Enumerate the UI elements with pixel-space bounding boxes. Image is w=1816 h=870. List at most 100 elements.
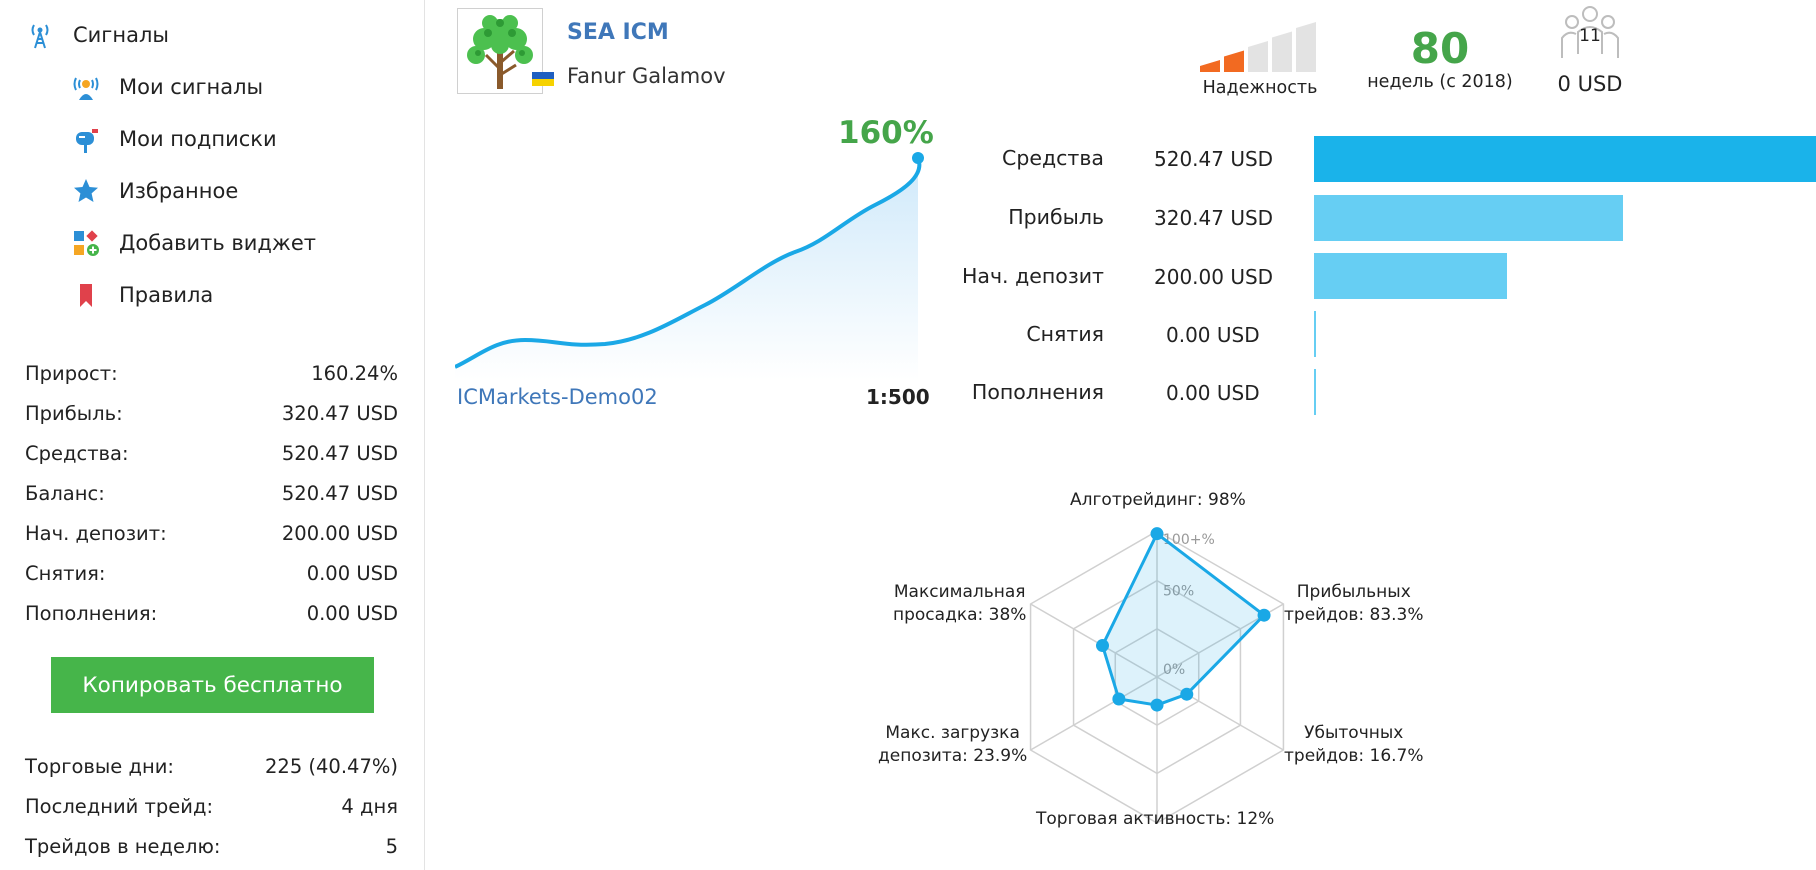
bar-withdrawals bbox=[1314, 311, 1316, 357]
stat-label: Баланс: bbox=[25, 482, 105, 505]
stat-value: 5 bbox=[385, 835, 398, 858]
nav-my-signals[interactable]: Мои сигналы bbox=[71, 72, 263, 102]
stat-value: 4 дня bbox=[341, 795, 398, 818]
stat-profit: Прибыль: 320.47 USD bbox=[25, 402, 398, 425]
radar-point bbox=[1096, 639, 1110, 653]
weeks-metric: 80 недель (с 2018) bbox=[1350, 24, 1530, 92]
nav-my-subscriptions[interactable]: Мои подписки bbox=[71, 124, 277, 154]
nav-label: Правила bbox=[119, 283, 214, 307]
nav-rules[interactable]: Правила bbox=[71, 280, 213, 310]
nav-label: Добавить виджет bbox=[119, 231, 316, 255]
radar-axis-line bbox=[1156, 676, 1284, 751]
subscribers-count: 11 bbox=[1579, 26, 1601, 46]
reliability-step bbox=[1296, 22, 1316, 72]
bar-initial-deposit bbox=[1314, 253, 1507, 299]
bar-deposits bbox=[1314, 369, 1316, 415]
stat-equity: Средства: 520.47 USD bbox=[25, 442, 398, 465]
reliability-step bbox=[1248, 41, 1268, 72]
widget-icon bbox=[71, 228, 101, 258]
bar-label-profit: Прибыль bbox=[1008, 205, 1104, 229]
bar-label-initial-deposit: Нач. депозит bbox=[961, 264, 1104, 288]
radar-label-max-deposit-load: Макс. загрузка депозита: 23.9% bbox=[878, 722, 1027, 768]
stat-label: Торговые дни: bbox=[25, 755, 174, 778]
radar-label-line: депозита: 23.9% bbox=[878, 746, 1028, 766]
radar-label-max-drawdown: Максимальная просадка: 38% bbox=[893, 581, 1026, 627]
nav-add-widget[interactable]: Добавить виджет bbox=[71, 228, 316, 258]
author-name[interactable]: Fanur Galamov bbox=[567, 64, 726, 88]
radar-label-line: Убыточных bbox=[1304, 723, 1404, 743]
radar-scale-label: 50% bbox=[1163, 584, 1194, 600]
radar-point bbox=[1180, 687, 1194, 701]
tree-logo-icon bbox=[467, 15, 533, 89]
nav-signals[interactable]: Сигналы bbox=[25, 20, 169, 50]
stat-label: Последний трейд: bbox=[25, 795, 214, 818]
bar-label-equity: Средства bbox=[1002, 146, 1104, 170]
broker-link[interactable]: ICMarkets-Demo02 bbox=[457, 385, 658, 409]
bar-value-equity: 520.47 USD bbox=[1154, 147, 1274, 171]
leverage-value: 1:500 bbox=[866, 385, 930, 409]
radar-point bbox=[1150, 527, 1164, 541]
stat-label: Пополнения: bbox=[25, 602, 158, 625]
radar-label-line: трейдов: 16.7% bbox=[1284, 746, 1424, 766]
radar-label-line: трейдов: 83.3% bbox=[1284, 605, 1424, 625]
reliability-step bbox=[1200, 60, 1220, 72]
radar-axis-line bbox=[1030, 676, 1158, 751]
radar-label-line: Макс. загрузка bbox=[885, 723, 1020, 743]
growth-chart bbox=[455, 152, 924, 380]
copy-free-button[interactable]: Копировать бесплатно bbox=[51, 657, 374, 713]
bar-value-initial-deposit: 200.00 USD bbox=[1154, 265, 1274, 289]
stat-deposits: Пополнения: 0.00 USD bbox=[25, 602, 398, 625]
stat-value: 320.47 USD bbox=[281, 402, 398, 425]
stat-value: 0.00 USD bbox=[306, 562, 398, 585]
my-signals-icon bbox=[71, 72, 101, 102]
stat-label: Трейдов в неделю: bbox=[25, 835, 221, 858]
signal-avatar[interactable] bbox=[457, 8, 543, 94]
radar-label-losing-trades: Убыточных трейдов: 16.7% bbox=[1284, 722, 1424, 768]
stat-label: Прирост: bbox=[25, 362, 118, 385]
bar-equity bbox=[1314, 136, 1816, 182]
weeks-value: 80 bbox=[1410, 24, 1470, 73]
signal-title[interactable]: SEA ICM bbox=[567, 20, 669, 45]
nav-label: Мои подписки bbox=[119, 127, 277, 151]
stat-label: Нач. депозит: bbox=[25, 522, 167, 545]
stat-label: Прибыль: bbox=[25, 402, 123, 425]
growth-area bbox=[455, 158, 920, 380]
bar-profit bbox=[1314, 195, 1624, 241]
stat-label: Снятия: bbox=[25, 562, 106, 585]
radar-label-line: просадка: 38% bbox=[893, 605, 1027, 625]
stat-balance: Баланс: 520.47 USD bbox=[25, 482, 398, 505]
radar-label-line: Алготрейдинг: 98% bbox=[1070, 490, 1246, 510]
nav-label: Мои сигналы bbox=[119, 75, 264, 99]
radar-label-line: Торговая активность: 12% bbox=[1036, 809, 1275, 829]
nav-label: Сигналы bbox=[73, 23, 169, 47]
radar-label-algotrading: Алготрейдинг: 98% bbox=[1070, 489, 1246, 512]
star-icon bbox=[71, 176, 101, 206]
stat-value: 520.47 USD bbox=[281, 442, 398, 465]
reliability: Надежность bbox=[1190, 22, 1330, 98]
mailbox-icon bbox=[71, 124, 101, 154]
stat-value: 0.00 USD bbox=[306, 602, 398, 625]
bar-label-withdrawals: Снятия bbox=[1026, 322, 1104, 346]
stat-withdrawals: Снятия: 0.00 USD bbox=[25, 562, 398, 585]
signal-tower-icon bbox=[25, 20, 55, 50]
subscribers-usd: 0 USD bbox=[1557, 72, 1623, 96]
subscribers-icon: 11 bbox=[1558, 4, 1622, 70]
radar-label-trading-activity: Торговая активность: 12% bbox=[1036, 808, 1274, 831]
radar-point bbox=[1112, 692, 1126, 706]
radar-point bbox=[1257, 608, 1271, 622]
bar-value-withdrawals: 0.00 USD bbox=[1166, 323, 1260, 347]
stat-label: Средства: bbox=[25, 442, 129, 465]
stat-value: 225 (40.47%) bbox=[265, 755, 398, 778]
radar-label-line: Прибыльных bbox=[1296, 582, 1411, 602]
radar-scale-label: 0% bbox=[1163, 662, 1185, 678]
reliability-label: Надежность bbox=[1202, 78, 1318, 98]
nav-favorites[interactable]: Избранное bbox=[71, 176, 238, 206]
bar-value-profit: 320.47 USD bbox=[1154, 206, 1274, 230]
radar-point bbox=[1150, 698, 1164, 712]
subscribers-metric: 11 0 USD bbox=[1540, 4, 1640, 96]
growth-percent: 160% bbox=[838, 115, 934, 151]
radar-scale-label: 100+% bbox=[1163, 532, 1215, 548]
radar-label-profitable-trades: Прибыльных трейдов: 83.3% bbox=[1284, 581, 1424, 627]
stat-initial-deposit: Нач. депозит: 200.00 USD bbox=[25, 522, 398, 545]
